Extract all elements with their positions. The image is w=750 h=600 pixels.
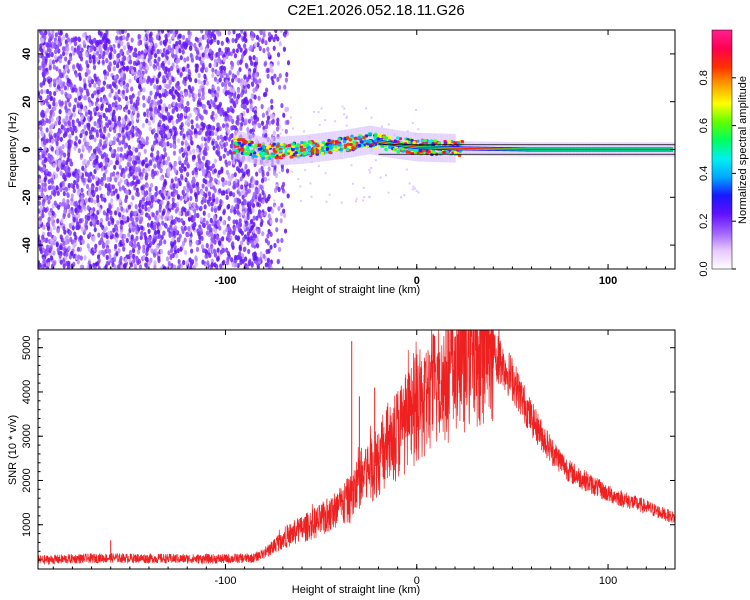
snr-panel: -100 0 100 1000 2000 3000 4000 5000 Height of s…: [7, 329, 676, 596]
spectrogram-y-tick-label: 20: [21, 96, 33, 108]
spectrogram-y-tick-label: 40: [21, 48, 33, 60]
colorbar: 0.0 0.2 0.4 0.6 0.8 Normalized spectral ampl…: [698, 29, 749, 277]
snr-y-tick-label: 4000: [21, 380, 33, 404]
spectrogram-y-tick-label: -20: [21, 189, 33, 205]
colorbar-gradient: [711, 29, 733, 270]
colorbar-tick-label: 0.0: [698, 261, 710, 276]
snr-y-tick-label: 1000: [21, 512, 33, 536]
spectrogram-x-tick-label: -100: [214, 275, 236, 287]
spectrogram-y-tick-label: -40: [21, 237, 33, 253]
snr-y-tick-label: 2000: [21, 468, 33, 492]
figure-title: C2E1.2026.052.18.11.G26: [287, 2, 464, 19]
spectrogram-x-label: Height of straight line (km): [292, 284, 420, 296]
spectrogram-x-tick-label: 100: [599, 275, 617, 287]
colorbar-tick-label: 0.4: [698, 166, 710, 181]
snr-ticks: -100 0 100 1000 2000 3000 4000 5000: [21, 329, 675, 587]
snr-plot-area: [38, 330, 675, 565]
snr-x-tick-label: -100: [214, 575, 236, 587]
snr-x-tick-label: 0: [414, 575, 420, 587]
spectrogram-x-tick-label: 0: [414, 275, 420, 287]
snr-x-label: Height of straight line (km): [292, 584, 420, 596]
colorbar-label: Normalized spectral amplitude: [737, 76, 749, 224]
snr-series-line: [38, 330, 675, 565]
spectrogram-ticks: -100 0 100 -40 -20 0 20 40: [21, 30, 675, 287]
spectrogram-panel: -100 0 100 -40 -20 0 20 40 Height of straight l…: [7, 29, 676, 296]
snr-y-tick-label: 5000: [21, 335, 33, 359]
spectrogram-y-tick-label: 0: [21, 146, 33, 152]
colorbar-tick-label: 0.8: [698, 70, 710, 85]
snr-y-tick-label: 3000: [21, 424, 33, 448]
spectrogram-image: [38, 30, 675, 269]
colorbar-ticks: 0.0 0.2 0.4 0.6 0.8: [698, 70, 736, 277]
snr-frame: [37, 329, 676, 570]
colorbar-tick-label: 0.2: [698, 214, 710, 229]
snr-x-tick-label: 100: [599, 575, 617, 587]
colorbar-tick-label: 0.6: [698, 118, 710, 133]
spectrogram-y-label: Frequency (Hz): [7, 112, 19, 188]
snr-y-label: SNR (10 * v/v): [7, 415, 19, 485]
